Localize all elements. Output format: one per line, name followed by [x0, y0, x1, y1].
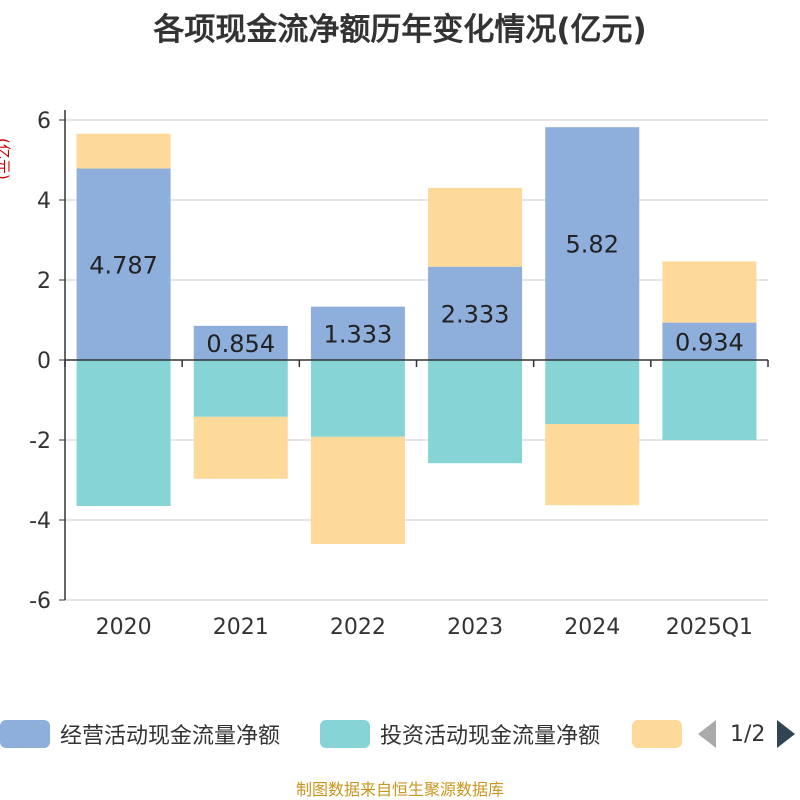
- bar-financing-2023: [428, 187, 523, 267]
- data-label: 4.787: [89, 251, 158, 279]
- bar-operating-2025Q1: [662, 322, 757, 360]
- bar-financing-2021: [193, 416, 288, 479]
- pager-next-icon[interactable]: [777, 720, 796, 748]
- bar-investing-2025Q1: [662, 360, 757, 440]
- y-tick-label: 6: [37, 109, 51, 134]
- legend-swatch-operating: [0, 720, 50, 748]
- legend-swatch-financing: [632, 720, 682, 748]
- pager-text: 1/2: [730, 721, 766, 747]
- x-tick-label: 2020: [96, 615, 152, 640]
- bar-financing-2020: [76, 133, 171, 169]
- x-tick-label: 2025Q1: [666, 615, 753, 640]
- y-tick-label: -4: [29, 509, 51, 534]
- chart-title: 各项现金流净额历年变化情况(亿元): [153, 12, 647, 48]
- bar-investing-2020: [76, 360, 171, 506]
- bar-investing-2022: [310, 360, 405, 437]
- bar-investing-2024: [545, 360, 640, 424]
- legend: 经营活动现金流量净额 投资活动现金流量净额: [0, 716, 800, 752]
- y-tick-label: 0: [37, 349, 51, 374]
- pager-prev-icon[interactable]: [698, 720, 716, 748]
- legend-item-financing[interactable]: [632, 716, 682, 752]
- bar-financing-2022: [310, 436, 405, 544]
- bar-operating-2021: [193, 325, 288, 360]
- x-tick-label: 2022: [330, 615, 386, 640]
- legend-swatch-investing: [320, 720, 370, 748]
- data-label: 2.333: [441, 300, 510, 328]
- legend-item-investing[interactable]: 投资活动现金流量净额: [320, 716, 600, 752]
- legend-label-investing: 投资活动现金流量净额: [380, 724, 601, 749]
- legend-label-operating: 经营活动现金流量净额: [60, 724, 281, 749]
- x-tick-label: 2024: [564, 615, 620, 640]
- legend-item-operating[interactable]: 经营活动现金流量净额: [0, 716, 280, 752]
- bar-operating-2023: [428, 266, 523, 360]
- x-tick-label: 2021: [213, 615, 269, 640]
- bar-financing-2025Q1: [662, 261, 757, 323]
- bar-operating-2022: [310, 306, 405, 360]
- bar-operating-2020: [76, 168, 171, 360]
- data-label: 0.934: [675, 328, 744, 356]
- data-label: 5.82: [566, 231, 619, 259]
- stacked-bar-chart: 6 4 2 0 -2 -4 -6 4.787 0.854 1.333 2.333 5.82 0.934 2…: [29, 109, 769, 640]
- y-tick-label: 4: [37, 189, 51, 214]
- x-tick-label: 2023: [447, 615, 503, 640]
- bar-investing-2021: [193, 360, 288, 417]
- y-tick-label: -2: [29, 429, 51, 454]
- data-label: 1.333: [324, 320, 393, 348]
- source-note: 制图数据来自恒生聚源数据库: [295, 780, 504, 799]
- y-tick-label: 2: [37, 269, 51, 294]
- bar-operating-2024: [545, 127, 640, 360]
- data-label: 0.854: [206, 330, 275, 358]
- bar-investing-2023: [428, 360, 523, 464]
- bar-financing-2024: [545, 424, 640, 506]
- legend-pager: 1/2: [698, 716, 796, 752]
- y-tick-label: -6: [29, 589, 51, 614]
